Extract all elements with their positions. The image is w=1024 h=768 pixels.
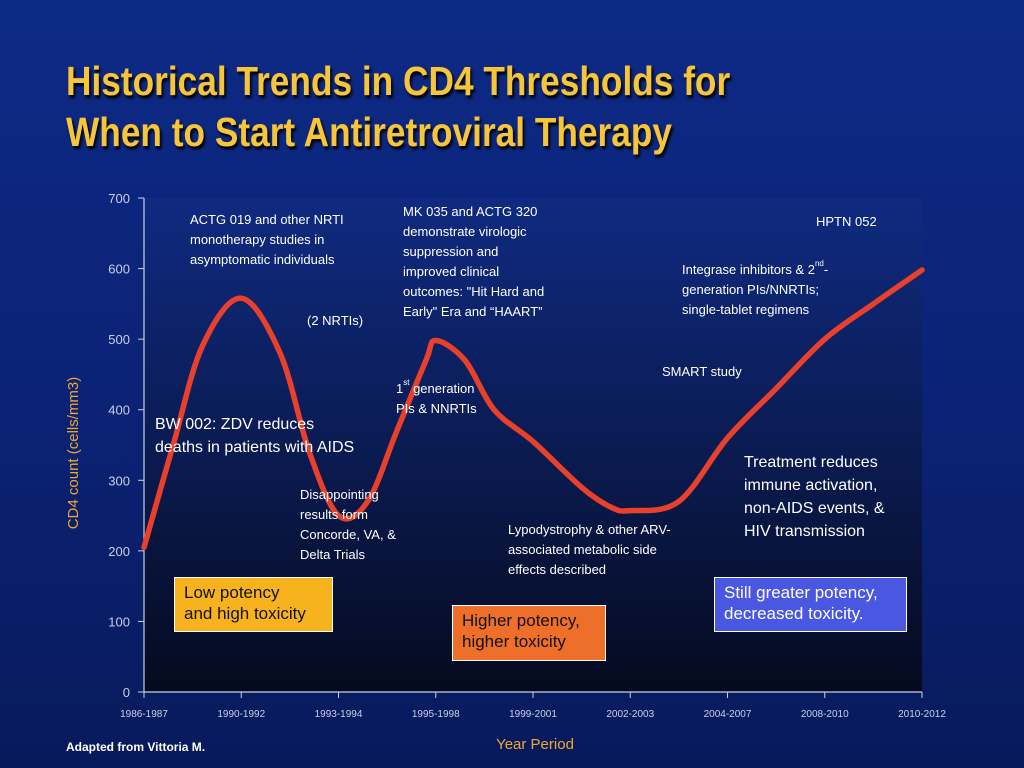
source-credit: Adapted from Vittoria M. — [66, 740, 206, 754]
y-tick-label: 400 — [108, 403, 130, 418]
annotation-line: associated metabolic side — [508, 542, 657, 557]
annotation-treatment: Treatment reduces immune activation, non… — [744, 451, 914, 543]
superscript: nd — [814, 259, 824, 268]
annotation-actg019: ACTG 019 and other NRTI monotherapy stud… — [190, 210, 390, 270]
box-line: Low potency — [184, 583, 280, 602]
y-tick-label: 200 — [108, 544, 130, 559]
y-tick-label: 0 — [123, 685, 130, 700]
x-tick-label: 1986-1987 — [120, 709, 168, 720]
superscript: st — [403, 378, 410, 387]
annotation-bw002: BW 002: ZDV reduces deaths in patients w… — [155, 413, 385, 459]
annotation-line: deaths in patients with AIDS — [155, 439, 355, 456]
annotation-line: generation PIs/NNRTIs; — [682, 282, 820, 297]
annotation-line: outcomes: "Hit Hard and — [403, 284, 545, 299]
x-tick-label: 1999-2001 — [509, 709, 557, 720]
x-tick-label: 1990-1992 — [217, 709, 265, 720]
annotation-line: demonstrate virologic — [403, 224, 527, 239]
x-tick-label: 2002-2003 — [606, 709, 654, 720]
title-line-1: Historical Trends in CD4 Thresholds for — [66, 58, 731, 104]
annotation-line: Delta Trials — [300, 547, 366, 562]
box-line: Still greater potency, — [724, 583, 878, 602]
title-line-2: When to Start Antiretroviral Therapy — [66, 109, 673, 155]
y-axis-title: CD4 count (cells/mm3) — [65, 377, 82, 530]
annotation-line: BW 002: ZDV reduces — [155, 416, 315, 433]
annotation-line: Early" Era and “HAART” — [403, 304, 543, 319]
annotation-line: Treatment reduces — [744, 454, 878, 471]
annotation-integrase: Integrase inhibitors & 2nd- generation P… — [682, 260, 872, 320]
annotation-line: Lypodystrophy & other ARV- — [508, 522, 671, 537]
annotation-line: single-tablet regimens — [682, 302, 810, 317]
annotation-lipodystrophy: Lypodystrophy & other ARV- associated me… — [508, 520, 698, 580]
annotation-text: Integrase inhibitors & 2 — [682, 262, 815, 277]
annotation-text: 1 — [396, 381, 404, 396]
annotation-line: asymptomatic individuals — [190, 252, 335, 267]
box-higher-potency: Higher potency, higher toxicity — [452, 605, 606, 661]
annotation-line: results form — [300, 507, 368, 522]
box-line: decreased toxicity. — [724, 604, 864, 623]
x-tick-label: 2010-2012 — [898, 709, 946, 720]
annotation-mk035: MK 035 and ACTG 320 demonstrate virologi… — [403, 202, 573, 322]
annotation-disappointing: Disappointing results form Concorde, VA,… — [300, 485, 430, 565]
series-layer — [141, 267, 925, 551]
annotation-line: HIV transmission — [744, 523, 865, 540]
annotation-hptn-052: HPTN 052 — [816, 214, 877, 229]
slide-title: Historical Trends in CD4 Thresholds for … — [66, 56, 840, 158]
annotation-text: generation — [409, 381, 475, 396]
annotation-line: improved clinical — [403, 264, 500, 279]
y-tick-label: 100 — [108, 614, 130, 629]
box-greater-potency: Still greater potency, decreased toxicit… — [714, 577, 907, 632]
x-tick-label: 2008-2010 — [801, 709, 849, 720]
annotation-2-nrtis: (2 NRTIs) — [307, 313, 364, 328]
annotation-first-generation: 1st generation PIs & NNRTIs — [396, 379, 506, 419]
y-axis-ticks: 0 100 200 300 400 500 600 700 — [108, 191, 144, 700]
annotation-line: Integrase inhibitors & 2nd- — [682, 260, 872, 280]
y-tick-label: 300 — [108, 473, 130, 488]
annotation-line: ACTG 019 and other NRTI — [190, 212, 344, 227]
y-tick-label: 500 — [108, 332, 130, 347]
x-axis-title: Year Period — [496, 736, 574, 753]
x-axis-ticks: 1986-1987 1990-1992 1993-1994 1995-1998 1999… — [120, 692, 946, 720]
box-line: higher toxicity — [462, 632, 566, 651]
annotation-line: Concorde, VA, & — [300, 527, 396, 542]
annotation-line: effects described — [508, 562, 607, 577]
annotation-line: 1st generation — [396, 379, 506, 399]
annotation-line: monotherapy studies in — [190, 232, 325, 247]
annotation-text: - — [823, 262, 829, 277]
annotation-line: non-AIDS events, & — [744, 500, 885, 517]
annotation-line: suppression and — [403, 244, 499, 259]
annotation-smart-study: SMART study — [662, 364, 742, 379]
annotation-line: immune activation, — [744, 477, 878, 494]
box-low-potency: Low potency and high toxicity — [174, 577, 333, 632]
box-line: Higher potency, — [462, 611, 580, 630]
x-tick-label: 1995-1998 — [412, 709, 460, 720]
y-tick-label: 600 — [108, 262, 130, 277]
box-line: and high toxicity — [184, 604, 306, 623]
cd4-threshold-line — [141, 267, 925, 551]
y-tick-label: 700 — [108, 191, 130, 206]
annotation-line: MK 035 and ACTG 320 — [403, 204, 538, 219]
annotation-line: Disappointing — [300, 487, 379, 502]
annotation-line: PIs & NNRTIs — [396, 401, 477, 416]
x-tick-label: 1993-1994 — [315, 709, 363, 720]
x-tick-label: 2004-2007 — [704, 709, 752, 720]
